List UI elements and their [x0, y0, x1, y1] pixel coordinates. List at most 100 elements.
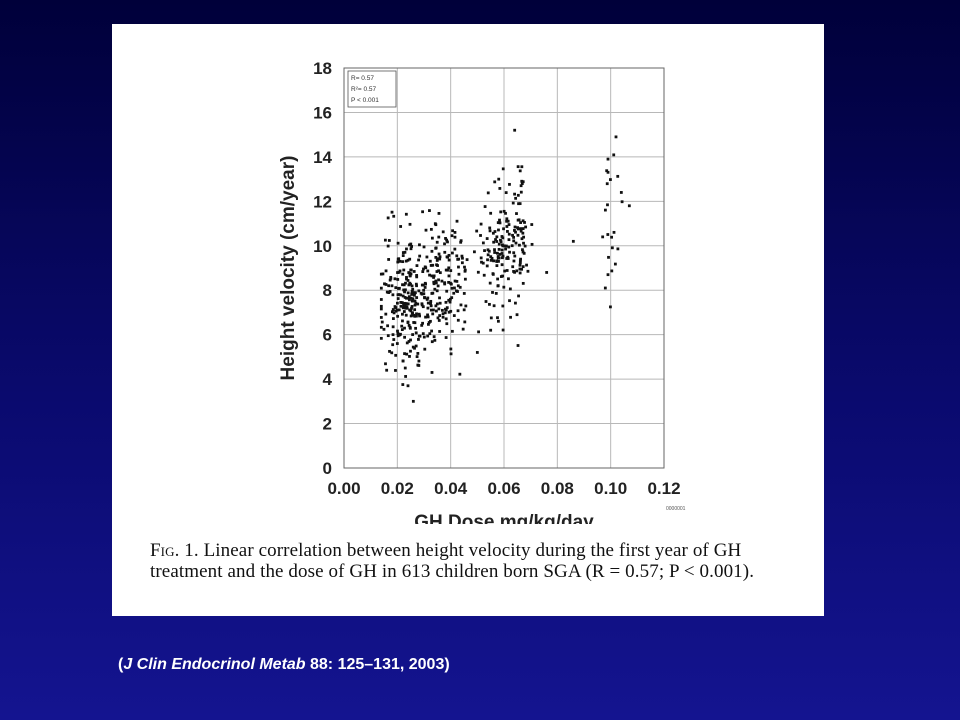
data-point: [387, 284, 391, 288]
data-point: [605, 169, 609, 173]
data-point: [403, 352, 406, 356]
data-point: [409, 268, 413, 272]
data-point: [513, 192, 516, 196]
data-point: [490, 256, 494, 260]
data-point: [464, 304, 468, 308]
data-point: [424, 315, 427, 319]
data-point: [508, 250, 511, 254]
data-point: [404, 375, 408, 378]
data-point: [492, 304, 496, 308]
data-point: [489, 258, 493, 262]
data-point: [416, 302, 420, 306]
data-point: [489, 255, 493, 259]
data-point: [423, 347, 427, 351]
data-point: [408, 308, 412, 312]
data-point: [456, 257, 460, 261]
data-point: [447, 298, 451, 302]
data-point: [451, 229, 455, 233]
data-point: [415, 284, 418, 288]
data-point: [449, 309, 453, 313]
data-point: [437, 212, 441, 215]
x-tick-label: 0.10: [594, 479, 627, 498]
data-point: [417, 289, 421, 293]
data-point: [403, 301, 407, 305]
data-point: [497, 177, 501, 181]
data-point: [394, 353, 398, 357]
data-point: [445, 322, 449, 326]
data-point: [397, 270, 401, 274]
data-point: [606, 203, 609, 207]
data-point: [498, 252, 502, 256]
data-point: [463, 265, 466, 269]
data-point: [610, 269, 614, 273]
data-point: [450, 329, 454, 333]
data-point: [404, 313, 408, 317]
data-point: [444, 300, 448, 304]
data-point: [524, 225, 528, 229]
data-point: [391, 293, 395, 297]
data-point: [401, 272, 405, 276]
data-point: [489, 316, 493, 320]
data-point: [411, 311, 414, 315]
data-point: [407, 295, 411, 299]
data-point: [402, 310, 406, 313]
data-point: [432, 282, 436, 286]
data-point: [438, 330, 442, 333]
stats-box: R= 0.57 R²= 0.57 P < 0.001: [347, 70, 397, 108]
data-point: [394, 369, 397, 372]
data-point: [409, 338, 412, 342]
figure-panel: 0.00 0.02 0.04 0.06 0.08 0.10 0.12 0 2 4 6 8 10 12 14 1…: [112, 24, 824, 616]
data-point: [409, 349, 412, 353]
data-point: [456, 290, 459, 293]
data-point: [481, 241, 485, 245]
data-point: [443, 250, 447, 254]
data-point: [426, 301, 430, 305]
data-point: [416, 352, 420, 355]
y-tick-label: 4: [323, 370, 333, 389]
data-point: [603, 286, 607, 290]
data-point: [510, 244, 514, 248]
data-point: [406, 321, 410, 324]
data-point: [399, 304, 403, 308]
data-point: [422, 292, 426, 296]
data-point: [379, 286, 383, 290]
data-point: [486, 258, 489, 262]
data-point: [396, 293, 400, 297]
data-point: [425, 255, 429, 259]
data-point: [379, 272, 383, 276]
data-point: [384, 283, 388, 286]
data-point: [388, 349, 391, 353]
data-point: [408, 257, 412, 261]
data-point: [458, 372, 462, 376]
data-point: [401, 306, 405, 310]
data-point: [413, 308, 417, 312]
data-point: [482, 273, 486, 277]
data-point: [447, 258, 451, 262]
data-point: [521, 265, 525, 269]
data-point: [405, 247, 408, 251]
data-point: [441, 312, 445, 316]
data-point: [497, 256, 501, 260]
data-point: [497, 247, 501, 251]
data-point: [449, 347, 453, 351]
data-point: [394, 286, 398, 290]
data-point: [523, 221, 526, 224]
data-point: [400, 328, 404, 332]
data-point: [453, 279, 457, 283]
data-point: [499, 210, 503, 214]
data-point: [403, 250, 407, 254]
data-point: [415, 275, 419, 279]
data-point: [393, 277, 397, 281]
data-point: [401, 283, 404, 287]
data-point: [379, 304, 383, 308]
data-point: [514, 241, 518, 245]
data-point: [413, 299, 417, 303]
data-point: [401, 260, 405, 264]
data-point: [494, 238, 497, 241]
data-point: [396, 278, 400, 281]
data-point: [601, 235, 605, 239]
data-point: [488, 281, 492, 285]
data-point: [492, 259, 496, 263]
data-point: [519, 190, 523, 194]
data-point: [455, 219, 459, 223]
